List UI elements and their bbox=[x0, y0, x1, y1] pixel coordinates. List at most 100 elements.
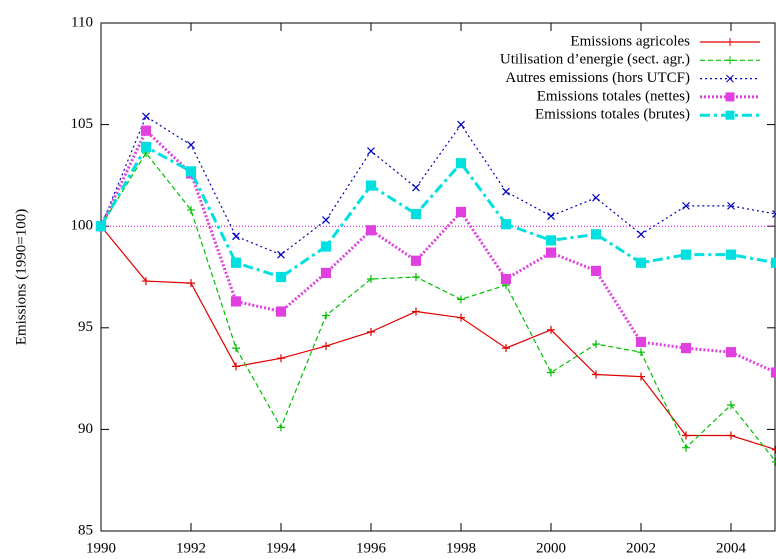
marker bbox=[410, 255, 422, 266]
legend-label: Utilisation d’energie (sect. agr.) bbox=[500, 52, 690, 68]
marker bbox=[187, 140, 195, 149]
marker bbox=[590, 229, 602, 240]
legend-marker bbox=[726, 38, 734, 46]
marker bbox=[367, 275, 375, 284]
legend-label: Emissions totales (nettes) bbox=[537, 88, 690, 104]
marker bbox=[547, 212, 555, 220]
marker bbox=[682, 431, 690, 440]
marker bbox=[320, 241, 332, 252]
legend-marker bbox=[726, 56, 734, 65]
x-tick-label: 1996 bbox=[356, 540, 387, 556]
x-tick-label: 2002 bbox=[626, 540, 656, 556]
marker bbox=[727, 431, 735, 440]
x-tick-label: 2004 bbox=[716, 540, 747, 556]
series-line bbox=[100, 115, 776, 256]
marker bbox=[457, 120, 465, 129]
legend-label: Emissions agricoles bbox=[570, 33, 690, 49]
marker bbox=[547, 368, 555, 377]
series-line bbox=[100, 152, 776, 463]
marker bbox=[140, 125, 152, 136]
y-tick-label: 100 bbox=[71, 218, 94, 234]
marker bbox=[142, 277, 150, 286]
marker bbox=[367, 327, 375, 336]
plot-frame bbox=[100, 22, 776, 532]
marker bbox=[320, 267, 332, 279]
marker bbox=[455, 158, 467, 169]
marker bbox=[772, 445, 776, 454]
y-axis-label: Emissions (1990=100) bbox=[13, 209, 29, 345]
marker bbox=[772, 210, 776, 218]
marker bbox=[187, 205, 195, 214]
marker bbox=[770, 257, 776, 268]
marker bbox=[230, 296, 242, 307]
marker bbox=[275, 271, 287, 283]
legend-marker bbox=[725, 92, 735, 102]
marker bbox=[365, 180, 377, 191]
marker bbox=[502, 344, 510, 353]
marker bbox=[322, 216, 330, 225]
x-tick-label: 1998 bbox=[446, 540, 476, 556]
y-tick-label: 85 bbox=[78, 522, 93, 538]
marker bbox=[725, 347, 737, 358]
marker bbox=[727, 201, 735, 210]
x-tick-label: 1990 bbox=[86, 540, 116, 556]
marker bbox=[322, 342, 330, 351]
marker bbox=[727, 401, 735, 410]
marker bbox=[680, 249, 692, 260]
marker bbox=[637, 348, 645, 357]
marker bbox=[277, 250, 285, 259]
marker bbox=[142, 112, 150, 121]
marker bbox=[635, 257, 647, 268]
series-line bbox=[100, 225, 776, 451]
marker bbox=[277, 354, 285, 363]
y-tick-label: 90 bbox=[78, 421, 93, 437]
x-tick-label: 1992 bbox=[176, 540, 206, 556]
marker bbox=[500, 273, 512, 285]
marker bbox=[680, 343, 692, 354]
legend-label: Emissions totales (brutes) bbox=[535, 107, 690, 123]
marker bbox=[230, 257, 242, 268]
x-tick-label: 1994 bbox=[266, 540, 297, 556]
y-tick-label: 105 bbox=[71, 116, 94, 132]
marker bbox=[140, 141, 152, 153]
marker bbox=[682, 201, 690, 210]
marker bbox=[412, 307, 420, 316]
marker bbox=[277, 423, 285, 432]
legend-marker bbox=[726, 74, 734, 83]
marker bbox=[725, 249, 737, 260]
x-tick-label: 2000 bbox=[536, 540, 566, 556]
marker bbox=[770, 367, 776, 378]
marker bbox=[545, 235, 557, 246]
marker bbox=[500, 219, 512, 230]
marker bbox=[412, 273, 420, 281]
marker bbox=[232, 344, 240, 353]
marker bbox=[232, 232, 240, 241]
marker bbox=[365, 225, 377, 236]
legend-label: Autres emissions (hors UTCF) bbox=[505, 70, 690, 86]
marker bbox=[367, 147, 375, 155]
marker bbox=[410, 208, 422, 220]
marker bbox=[187, 279, 195, 288]
marker bbox=[457, 295, 465, 304]
marker bbox=[455, 206, 467, 218]
marker bbox=[637, 372, 645, 381]
legend-marker bbox=[725, 110, 735, 120]
y-tick-label: 110 bbox=[71, 14, 93, 30]
marker bbox=[322, 311, 330, 320]
marker bbox=[502, 187, 510, 196]
marker bbox=[772, 457, 776, 466]
marker bbox=[682, 443, 690, 452]
marker bbox=[592, 340, 600, 349]
marker bbox=[590, 265, 602, 277]
marker bbox=[275, 306, 287, 317]
series-line bbox=[99, 144, 776, 279]
y-tick-label: 95 bbox=[78, 319, 93, 335]
marker bbox=[232, 362, 240, 371]
marker bbox=[635, 336, 647, 348]
marker bbox=[545, 247, 557, 258]
marker bbox=[547, 325, 555, 334]
marker bbox=[457, 313, 465, 322]
marker bbox=[95, 221, 107, 232]
marker bbox=[637, 230, 645, 239]
